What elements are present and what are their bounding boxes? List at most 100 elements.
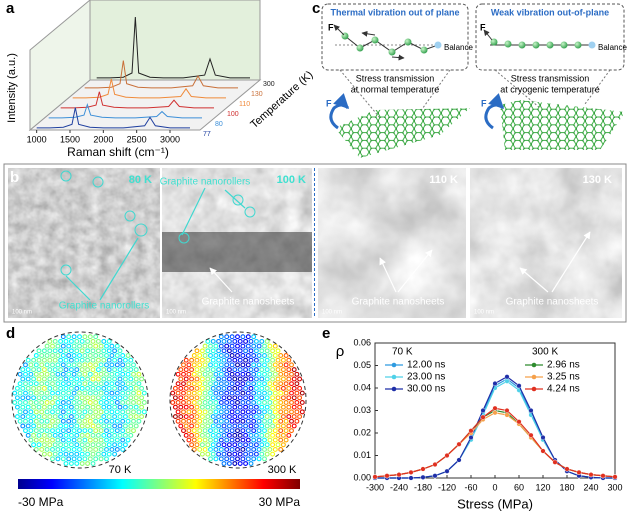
stress-dot [44,381,50,387]
stress-dot [226,442,232,448]
stress-dot [23,362,28,368]
stress-dot [66,390,72,396]
stress-dot [221,432,227,438]
stress-dot [191,371,197,377]
stress-dot [63,432,69,438]
marker [456,457,462,463]
stress-dot [216,432,222,438]
stress-dot [221,414,227,420]
stress-dot [109,447,115,452]
stress-dot [95,357,101,363]
stress-dot [55,400,61,405]
stress-dot [237,432,243,438]
stress-dot [74,432,80,438]
stress-dot [226,376,232,382]
stress-dot [280,357,286,363]
stress-dot [125,381,131,387]
stress-dot [47,432,53,438]
stress-dot [82,418,88,424]
stress-dot [52,414,58,420]
stress-dot [47,376,53,382]
stress-dot [194,357,200,363]
stress-dot [50,343,55,349]
x-tick-label: -240 [390,482,408,492]
stress-dot [39,390,45,396]
stress-dot [181,381,186,387]
stress-dot [136,418,142,424]
stress-dot [232,338,238,344]
stress-dot [259,423,265,429]
stress-dot [36,367,42,373]
stress-dot [114,437,120,443]
stress-dot [294,371,300,377]
stress-dot [278,418,284,424]
panel-label: b [10,169,19,186]
stress-dot [218,456,224,462]
stress-dot [101,338,107,344]
stress-dot [66,409,72,415]
stress-dot [291,367,297,373]
stress-dot [289,418,294,424]
stress-dot [221,404,227,410]
x-tick-label: 240 [583,482,598,492]
marker [492,405,498,411]
stress-dot [50,353,55,358]
stress-dot [245,334,251,340]
stress-dot [60,437,66,443]
stress-dot [82,390,88,396]
annotation: Graphite nanosheets [202,297,295,308]
stress-dot [82,437,88,443]
stress-dot [197,437,203,443]
stress-dot [93,418,99,424]
stress-dot [181,428,186,434]
stress-dot [224,390,230,396]
stress-dot [248,357,254,363]
stress-dot [181,409,186,415]
stress-dot [31,395,37,401]
diagram-title: Thermal vibration out of plane [330,7,459,17]
stress-dot [47,414,53,420]
stress-dot [106,367,112,373]
stress-dot [41,376,47,382]
stress-dot [197,390,203,396]
stress-dot [186,362,192,368]
stress-dot [245,362,251,368]
stress-dot [270,376,276,382]
stress-dot [270,414,276,420]
stress-dot [17,381,23,387]
stress-dot [253,357,259,363]
stress-dot [181,371,186,377]
stress-dot [283,428,289,434]
stress-dot [60,428,66,434]
stress-dot [208,437,213,443]
stress-dot [101,367,107,373]
stress-dot [58,432,64,438]
stress-dot [289,362,294,368]
balance-label: Balance [444,43,473,52]
stress-dot [74,357,80,363]
stress-dot [202,418,208,424]
stress-dot [125,409,131,415]
marker [432,473,438,479]
marker [408,475,414,481]
stress-dot [183,414,189,420]
stress-dot [286,376,292,382]
stress-dot [221,357,227,363]
stress-dot [55,362,61,368]
stress-dot [208,353,213,358]
stress-dot [197,381,203,387]
stress-dot [189,376,195,382]
stress-dot [267,353,273,358]
stress-dot [90,338,96,344]
stress-dot [52,385,58,391]
stress-dot [216,376,222,382]
stress-dot [240,428,246,434]
stress-dot [33,362,39,368]
stress-dot [213,437,219,443]
stress-dot [122,395,128,401]
zoom-line [339,69,451,119]
nanorollers [60,170,256,276]
legend-label: 4.24 ns [547,384,580,395]
stress-dot [262,390,267,396]
stress-dot [267,409,273,415]
